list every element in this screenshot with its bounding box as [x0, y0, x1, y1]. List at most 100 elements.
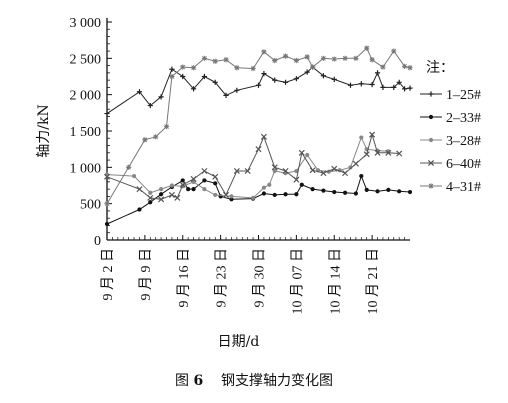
data-point — [255, 82, 262, 88]
data-point — [104, 201, 110, 207]
x-tick-label: 10 月 07 日 — [289, 248, 305, 315]
figure-caption: 图 6 钢支撑轴力变化图 — [0, 370, 508, 390]
data-point — [148, 200, 153, 205]
data-point — [401, 86, 408, 92]
data-point — [168, 191, 175, 198]
data-point — [179, 181, 186, 188]
data-point — [397, 189, 402, 194]
data-point — [282, 53, 289, 59]
data-point — [104, 110, 110, 117]
data-point — [320, 55, 327, 61]
data-point — [342, 170, 349, 177]
data-point — [174, 194, 181, 201]
legend-marker — [428, 137, 434, 143]
data-point — [348, 165, 353, 170]
data-point — [190, 175, 197, 182]
series-line — [106, 132, 400, 200]
y-tick-label: 2 500 — [70, 52, 102, 67]
y-axis-title: 轴力/kN — [36, 104, 52, 157]
data-point — [233, 167, 240, 174]
x-tick-label: 9 月 30 日 — [252, 248, 268, 308]
data-point — [299, 182, 304, 187]
data-point — [261, 49, 267, 55]
data-point — [201, 73, 207, 80]
legend: 注： 1–25# 2–33# 3–28# 6–40# 4–31# — [420, 60, 481, 195]
series-line — [106, 66, 411, 115]
caption-label: 图 — [174, 373, 189, 389]
data-point — [369, 81, 375, 88]
data-point — [223, 191, 230, 198]
steel-support-axial-force-chart: 0 500 1 000 1 500 2 000 2 500 3 000 9 月 2 日 9 月 … — [36, 16, 481, 350]
data-point — [169, 183, 175, 188]
data-point — [401, 63, 408, 69]
legend-title: 注： — [426, 60, 454, 76]
data-point — [407, 65, 413, 71]
data-point — [202, 178, 207, 183]
data-point — [191, 187, 196, 192]
data-point — [229, 194, 234, 199]
data-point — [272, 77, 278, 83]
data-point — [380, 84, 386, 90]
data-point — [293, 76, 299, 82]
x-tick-label: 9 月 16 日 — [176, 248, 192, 308]
data-point — [212, 79, 218, 85]
data-point — [342, 190, 348, 195]
data-point — [260, 133, 267, 140]
axes: 0 500 1 000 1 500 2 000 2 500 3 000 9 月 2 日 9 月 … — [70, 16, 410, 315]
data-point — [261, 70, 267, 77]
data-point — [310, 187, 315, 192]
data-point — [229, 197, 234, 202]
data-point — [158, 94, 164, 100]
data-point — [359, 173, 364, 179]
data-point — [137, 207, 142, 212]
y-tick-label: 0 — [94, 234, 101, 249]
y-tick-label: 3 000 — [70, 16, 102, 31]
data-point — [163, 124, 170, 130]
data-point — [261, 191, 267, 196]
y-tick-label: 500 — [80, 198, 101, 213]
data-point — [212, 173, 219, 180]
data-point — [244, 167, 251, 174]
data-point — [309, 167, 316, 174]
legend-marker — [427, 159, 435, 167]
data-point — [363, 151, 370, 158]
data-point — [310, 64, 316, 70]
x-tick-label: 10 月 14 日 — [327, 248, 343, 315]
data-point — [255, 146, 262, 153]
data-point — [212, 58, 218, 64]
data-point — [180, 64, 186, 70]
series-1 — [104, 64, 413, 117]
data-point — [180, 73, 186, 80]
data-point — [169, 73, 175, 80]
x-tick-label: 9 月 9 日 — [138, 248, 154, 301]
legend-marker — [428, 91, 434, 97]
caption-title: 钢支撑轴力变化图 — [221, 373, 333, 389]
data-point — [364, 187, 369, 192]
data-point — [369, 131, 376, 138]
x-tick-label: 9 月 23 日 — [214, 248, 230, 308]
data-point — [396, 150, 403, 157]
legend-marker — [428, 114, 434, 120]
legend-item: 3–28# — [420, 134, 481, 149]
data-point — [213, 181, 218, 186]
data-point — [126, 164, 132, 170]
data-point — [391, 84, 397, 90]
data-point — [282, 79, 289, 85]
data-point — [332, 189, 337, 195]
data-point — [364, 45, 370, 51]
legend-item: 2–33# — [420, 111, 481, 126]
data-point — [320, 170, 327, 177]
data-point — [103, 173, 111, 180]
data-point — [331, 76, 337, 83]
legend-item: 4–31# — [420, 180, 481, 195]
x-tick-label: 10 月 21 日 — [365, 248, 381, 315]
data-point — [407, 189, 413, 195]
data-point — [267, 182, 272, 187]
y-tick-label: 2 000 — [70, 89, 102, 104]
data-point — [148, 190, 153, 195]
legend-label: 2–33# — [446, 111, 481, 126]
data-point — [136, 89, 143, 95]
data-point — [234, 65, 240, 71]
data-point — [391, 48, 397, 54]
